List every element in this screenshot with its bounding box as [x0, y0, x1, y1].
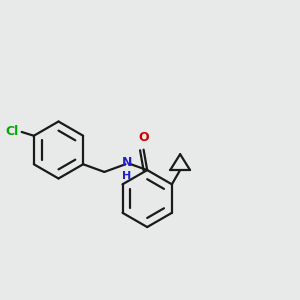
Text: Cl: Cl — [5, 125, 19, 139]
Text: N: N — [122, 156, 132, 169]
Text: H: H — [122, 171, 132, 181]
Text: O: O — [138, 131, 149, 144]
